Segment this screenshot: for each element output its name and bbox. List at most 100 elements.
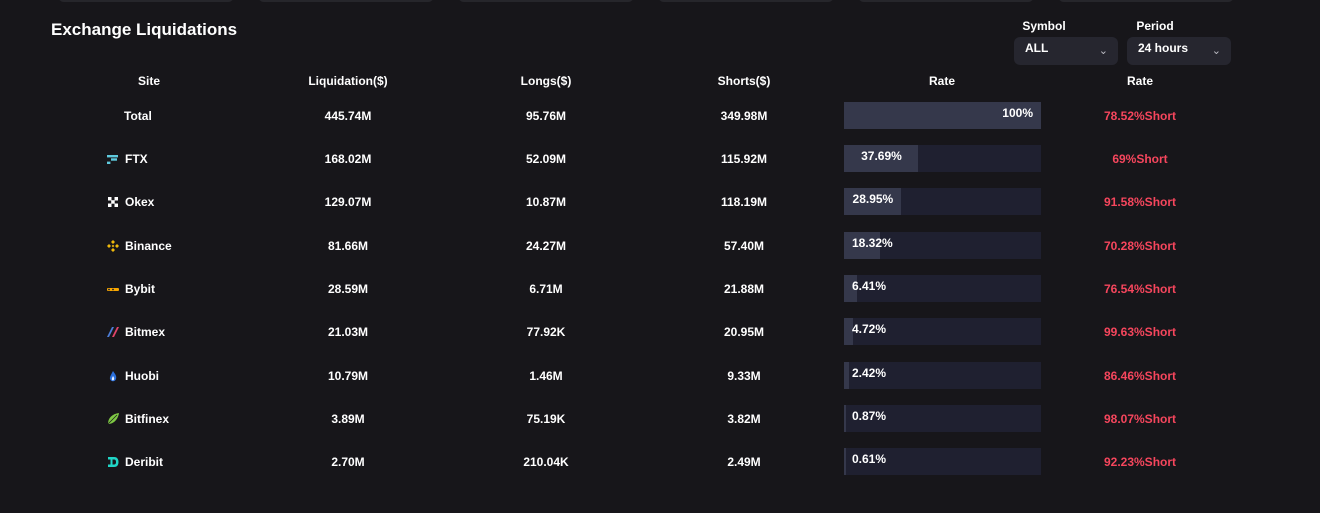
table-row: Binance 81.66M 24.27M 57.40M 18.32% 70.28%Sho… [0,232,1320,260]
period-label: Period [1136,19,1174,33]
rate-bar-fill [844,188,902,215]
rate-label: 18.32% [852,236,893,250]
top-tab-1[interactable] [58,0,234,2]
site-cell: Bitfinex [106,405,169,433]
deribit-icon [106,455,120,469]
symbol-filter: Symbol ALL ⌄ [1014,18,1118,65]
rate-bar: 37.69% [844,145,1041,172]
short-ratio: 92.23%Short [1103,455,1177,469]
huobi-icon [106,369,120,383]
rate-bar: 6.41% [844,275,1041,302]
site-name: Binance [125,239,172,253]
rate-label: 2.42% [852,366,887,380]
rate-bar-fill [844,232,881,259]
longs-value: 10.87M [525,195,567,209]
site-name: Total [124,109,152,123]
site-cell: Bitmex [106,318,165,346]
liquidation-value: 129.07M [324,195,372,209]
shorts-value: 9.33M [727,369,761,383]
site-cell: Okex [106,188,154,216]
chevron-down-icon: ⌄ [1211,45,1221,57]
header-short-rate: Rate [1126,74,1153,88]
rate-bar-fill [844,405,846,432]
site-cell: FTX [106,145,148,173]
liquidation-value: 168.02M [324,152,372,166]
liquidation-value: 3.89M [331,412,365,426]
header-liquidation: Liquidation($) [308,74,388,88]
liquidation-value: 445.74M [324,109,372,123]
longs-value: 52.09M [525,152,567,166]
rate-label: 0.87% [852,409,887,423]
longs-value: 1.46M [529,369,563,383]
table-row: FTX 168.02M 52.09M 115.92M 37.69% 69%Short [0,145,1320,173]
symbol-select[interactable]: ALL ⌄ [1014,37,1118,65]
header-site: Site [137,74,160,88]
shorts-value: 349.98M [720,109,768,123]
table-row: Huobi 10.79M 1.46M 9.33M 2.42% 86.46%Short [0,362,1320,390]
table-row: Deribit 2.70M 210.04K 2.49M 0.61% 92.23%Short [0,448,1320,476]
okex-icon [106,195,120,209]
table-row: Okex 129.07M 10.87M 118.19M 28.95% 91.58%Shor… [0,188,1320,216]
rate-label: 6.41% [852,279,887,293]
shorts-value: 2.49M [727,455,761,469]
table-row: Total 445.74M 95.76M 349.98M 100% 78.52%Short [0,102,1320,130]
rate-bar: 0.61% [844,448,1041,475]
rate-bar-fill [844,448,846,475]
rate-label: 100% [1002,106,1033,120]
rate-label: 4.72% [852,322,887,336]
site-cell: Bybit [106,275,155,303]
top-tab-2[interactable] [258,0,434,2]
shorts-value: 115.92M [720,152,768,166]
header-rate: Rate [928,74,955,88]
longs-value: 75.19K [526,412,566,426]
short-ratio: 98.07%Short [1103,412,1177,426]
table-row: Bitmex 21.03M 77.92K 20.95M 4.72% 99.63%Short [0,318,1320,346]
short-ratio: 86.46%Short [1103,369,1177,383]
top-tab-6[interactable] [1058,0,1234,2]
top-tab-strip [0,0,1320,2]
symbol-value: ALL [1025,41,1049,55]
header-longs: Longs($) [520,74,572,88]
site-name: Bitfinex [125,412,170,426]
liquidation-value: 81.66M [327,239,369,253]
site-name: Deribit [125,455,164,469]
site-cell: Binance [106,232,172,260]
rate-bar: 4.72% [844,318,1041,345]
liquidation-value: 2.70M [331,455,365,469]
shorts-value: 21.88M [723,282,765,296]
ftx-icon [106,152,120,166]
site-cell: Total [124,102,152,130]
site-cell: Deribit [106,448,163,476]
short-ratio: 78.52%Short [1103,109,1177,123]
period-value: 24 hours [1138,41,1189,55]
longs-value: 24.27M [525,239,567,253]
rate-bar: 2.42% [844,362,1041,389]
rate-bar-fill [844,145,919,172]
longs-value: 6.71M [529,282,563,296]
shorts-value: 57.40M [723,239,765,253]
period-filter: Period 24 hours ⌄ [1127,18,1231,65]
liquidation-value: 28.59M [327,282,369,296]
top-tab-3[interactable] [458,0,634,2]
period-select[interactable]: 24 hours ⌄ [1127,37,1231,65]
rate-label: 28.95% [852,192,894,206]
bitmex-icon [106,325,120,339]
short-ratio: 76.54%Short [1103,282,1177,296]
longs-value: 210.04K [523,455,569,469]
header-shorts: Shorts($) [717,74,771,88]
binance-icon [106,239,120,253]
top-tab-5[interactable] [858,0,1034,2]
chevron-down-icon: ⌄ [1098,45,1108,57]
shorts-value: 118.19M [720,195,768,209]
bitfinex-icon [106,412,120,426]
short-ratio: 99.63%Short [1103,325,1177,339]
table-row: Bitfinex 3.89M 75.19K 3.82M 0.87% 98.07%Short [0,405,1320,433]
longs-value: 77.92K [526,325,566,339]
site-name: Bitmex [125,325,166,339]
short-ratio: 91.58%Short [1103,195,1177,209]
top-tab-4[interactable] [658,0,834,2]
table-row: Bybit 28.59M 6.71M 21.88M 6.41% 76.54%Short [0,275,1320,303]
site-name: FTX [125,152,148,166]
short-ratio: 70.28%Short [1103,239,1177,253]
rate-label: 0.61% [852,452,887,466]
